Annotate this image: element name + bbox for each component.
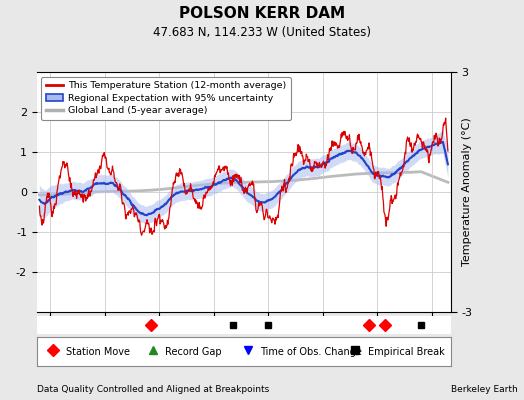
Text: POLSON KERR DAM: POLSON KERR DAM: [179, 6, 345, 21]
Text: Station Move: Station Move: [66, 346, 129, 357]
Text: Data Quality Controlled and Aligned at Breakpoints: Data Quality Controlled and Aligned at B…: [37, 385, 269, 394]
Text: Time of Obs. Change: Time of Obs. Change: [260, 346, 362, 357]
Text: Empirical Break: Empirical Break: [368, 346, 444, 357]
Y-axis label: Temperature Anomaly (°C): Temperature Anomaly (°C): [462, 118, 472, 266]
Text: Record Gap: Record Gap: [165, 346, 222, 357]
Legend: This Temperature Station (12-month average), Regional Expectation with 95% uncer: This Temperature Station (12-month avera…: [41, 77, 291, 120]
Text: 47.683 N, 114.233 W (United States): 47.683 N, 114.233 W (United States): [153, 26, 371, 39]
Text: Berkeley Earth: Berkeley Earth: [451, 385, 517, 394]
